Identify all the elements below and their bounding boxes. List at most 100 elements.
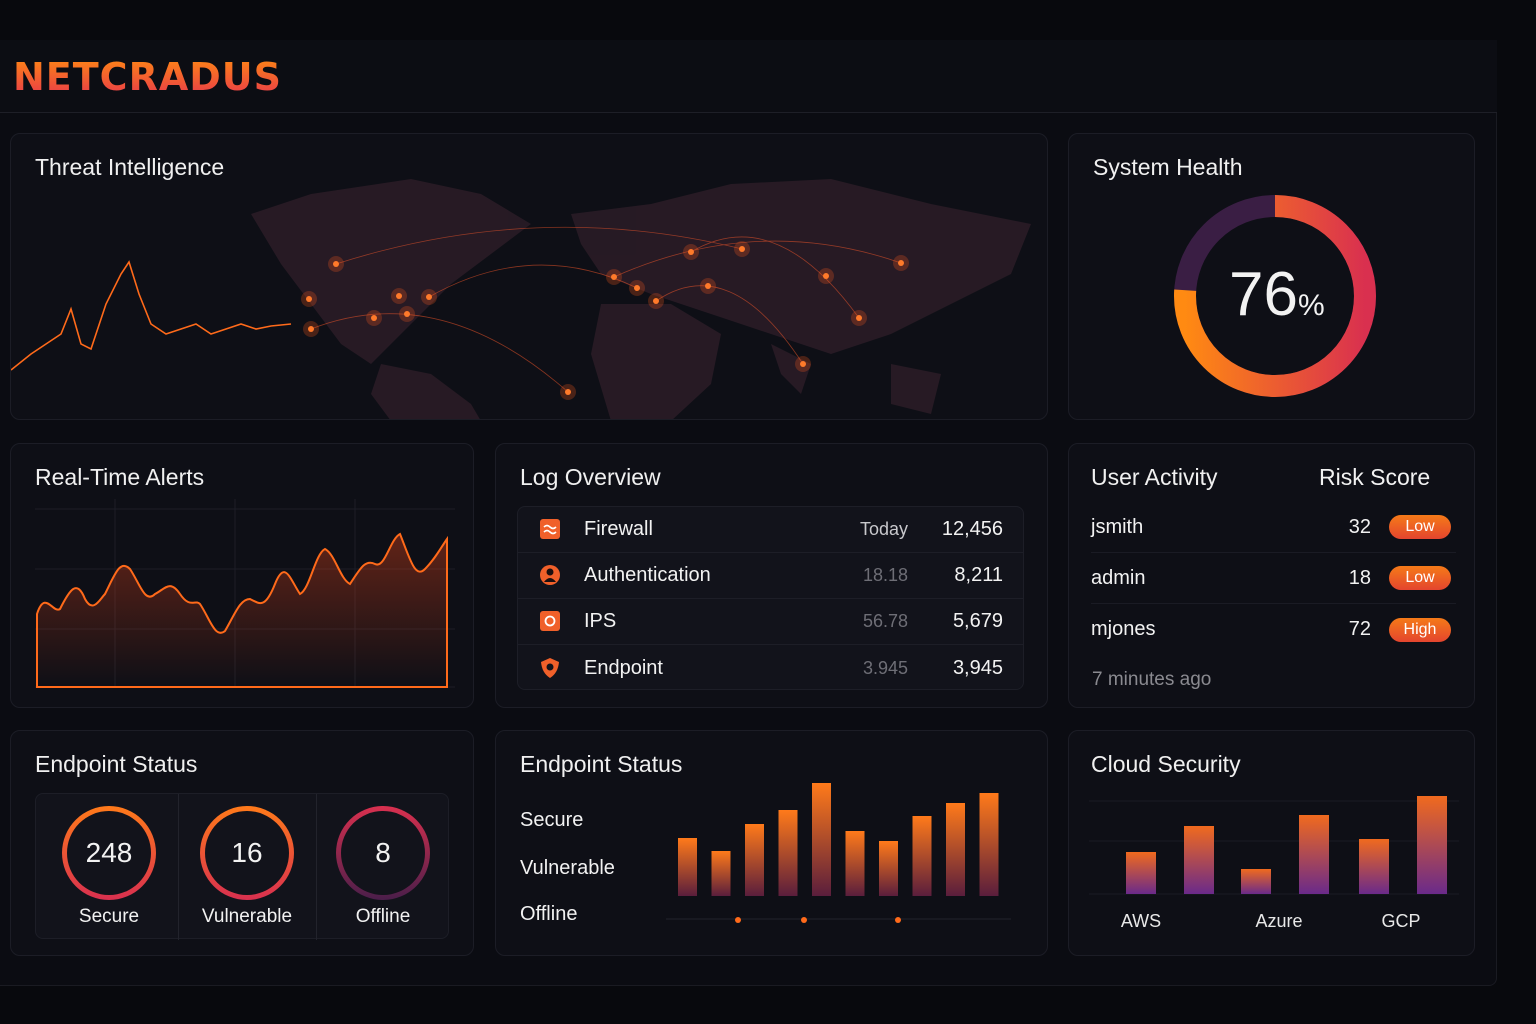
- log-source: Authentication: [584, 564, 711, 586]
- threat-point[interactable]: [404, 311, 410, 317]
- legend-offline: Offline: [520, 903, 578, 925]
- cloud-bar[interactable]: [1126, 852, 1156, 894]
- user-icon: [540, 565, 560, 591]
- risk-score-header: Risk Score: [1319, 464, 1431, 490]
- real-time-alerts-card: Real-Time Alerts: [10, 443, 474, 708]
- threat-point[interactable]: [611, 274, 617, 280]
- endpoint-label: Vulnerable: [201, 906, 293, 927]
- endpoint-bar[interactable]: [745, 824, 764, 896]
- log-source: Firewall: [584, 518, 653, 540]
- endpoint-bar[interactable]: [711, 851, 731, 896]
- threat-title: Threat Intelligence: [35, 154, 225, 180]
- endpoint-status-card: Endpoint Status 248 Secure 16 Vulnerable 8 Of…: [10, 730, 474, 956]
- offline-marker: [801, 917, 807, 923]
- offline-marker: [735, 917, 741, 923]
- endpoint-bar[interactable]: [845, 831, 865, 896]
- log-row[interactable]: Endpoint 3.945 3,945: [518, 645, 1023, 691]
- log-row[interactable]: Firewall Today 12,456: [518, 507, 1023, 553]
- cloud-bar[interactable]: [1299, 815, 1329, 894]
- endpoint-chart-title: Endpoint Status: [520, 751, 683, 777]
- threat-point[interactable]: [306, 296, 312, 302]
- endpoint-bar[interactable]: [946, 803, 965, 896]
- user-row[interactable]: admin 18 Low: [1091, 553, 1456, 604]
- endpoint-bar[interactable]: [912, 816, 932, 896]
- cloud-security-title: Cloud Security: [1091, 751, 1241, 777]
- log-count: 12,456: [941, 518, 1003, 540]
- cloud-bar[interactable]: [1359, 839, 1389, 894]
- cloud-bar[interactable]: [1417, 796, 1447, 894]
- threat-point[interactable]: [705, 283, 711, 289]
- legend-secure: Secure: [520, 809, 584, 831]
- cloud-bar-chart[interactable]: AWS Azure GCP: [1089, 751, 1469, 951]
- endpoint-bar[interactable]: [979, 793, 999, 896]
- log-meta: 18.18: [862, 565, 908, 585]
- threat-point[interactable]: [426, 294, 432, 300]
- risk-badge: Low: [1389, 515, 1451, 539]
- threat-intelligence-card: Threat Intelligence: [10, 133, 1048, 420]
- log-meta: 3.945: [862, 657, 908, 678]
- log-row[interactable]: Authentication 18.18 8,211: [518, 553, 1023, 599]
- system-health-card: System Health 76%: [1068, 133, 1475, 420]
- header: [0, 40, 1497, 113]
- cloud-provider-label: Azure: [1255, 911, 1302, 931]
- cloud-provider-label: AWS: [1121, 911, 1161, 931]
- system-health-title: System Health: [1093, 154, 1243, 180]
- threat-arc: [310, 313, 569, 393]
- user-row[interactable]: mjones 72 High: [1091, 604, 1456, 655]
- threat-map[interactable]: [11, 134, 1048, 420]
- endpoint-bar[interactable]: [879, 841, 898, 896]
- endpoint-bar[interactable]: [778, 810, 798, 896]
- threat-point[interactable]: [653, 298, 659, 304]
- endpoint-bar-chart[interactable]: [666, 751, 1026, 951]
- log-overview-title: Log Overview: [520, 464, 661, 490]
- endpoint-ring: 248: [62, 806, 156, 900]
- log-table: Firewall Today 12,456 Authentication 18.…: [517, 506, 1024, 690]
- threat-point[interactable]: [898, 260, 904, 266]
- username: admin: [1091, 566, 1146, 589]
- cloud-bar[interactable]: [1184, 826, 1214, 894]
- log-source: Endpoint: [584, 656, 663, 679]
- threat-point[interactable]: [333, 261, 339, 267]
- firewall-icon: [540, 519, 560, 545]
- log-row[interactable]: IPS 56.78 5,679: [518, 599, 1023, 645]
- threat-point[interactable]: [634, 285, 640, 291]
- log-meta: Today: [859, 519, 908, 539]
- threat-point[interactable]: [800, 361, 806, 367]
- alerts-title: Real-Time Alerts: [35, 464, 205, 490]
- alerts-chart[interactable]: [35, 499, 455, 689]
- cloud-bar[interactable]: [1241, 869, 1271, 894]
- log-count: 5,679: [952, 610, 1003, 632]
- log-count: 3,945: [952, 656, 1003, 679]
- threat-arc: [690, 236, 860, 319]
- endpoint-status-title: Endpoint Status: [35, 751, 198, 777]
- risk-badge: High: [1389, 617, 1451, 642]
- endpoint-count: 248: [67, 811, 151, 895]
- offline-marker: [895, 917, 901, 923]
- threat-point[interactable]: [856, 315, 862, 321]
- threat-point[interactable]: [371, 315, 377, 321]
- health-value: 76%: [1229, 259, 1325, 330]
- risk-badge: Low: [1389, 566, 1451, 590]
- health-unit: %: [1297, 289, 1325, 322]
- log-overview-card: Log Overview Firewall Today 12,456 Authe…: [495, 443, 1048, 708]
- log-count: 8,211: [954, 564, 1003, 586]
- threat-arc: [428, 264, 638, 298]
- endpoint-bar[interactable]: [812, 783, 831, 896]
- endpoint-bar[interactable]: [678, 838, 697, 896]
- threat-arc: [335, 226, 743, 265]
- cloud-provider-label: GCP: [1381, 911, 1420, 931]
- endpoint-count: 8: [341, 811, 425, 895]
- threat-point[interactable]: [565, 389, 571, 395]
- threat-arc: [613, 240, 902, 278]
- user-row[interactable]: jsmith 32 Low: [1091, 502, 1456, 553]
- threat-point[interactable]: [396, 293, 402, 299]
- logo: NETCRADUS: [13, 55, 283, 99]
- log-source: IPS: [584, 610, 617, 632]
- threat-point[interactable]: [308, 326, 314, 332]
- threat-point[interactable]: [688, 249, 694, 255]
- risk-score: 72: [1348, 618, 1371, 640]
- endpoint-status-chart-card: Endpoint Status Secure Vulnerable Offlin…: [495, 730, 1048, 956]
- threat-point[interactable]: [823, 273, 829, 279]
- ips-icon: [540, 611, 560, 637]
- threat-point[interactable]: [739, 246, 745, 252]
